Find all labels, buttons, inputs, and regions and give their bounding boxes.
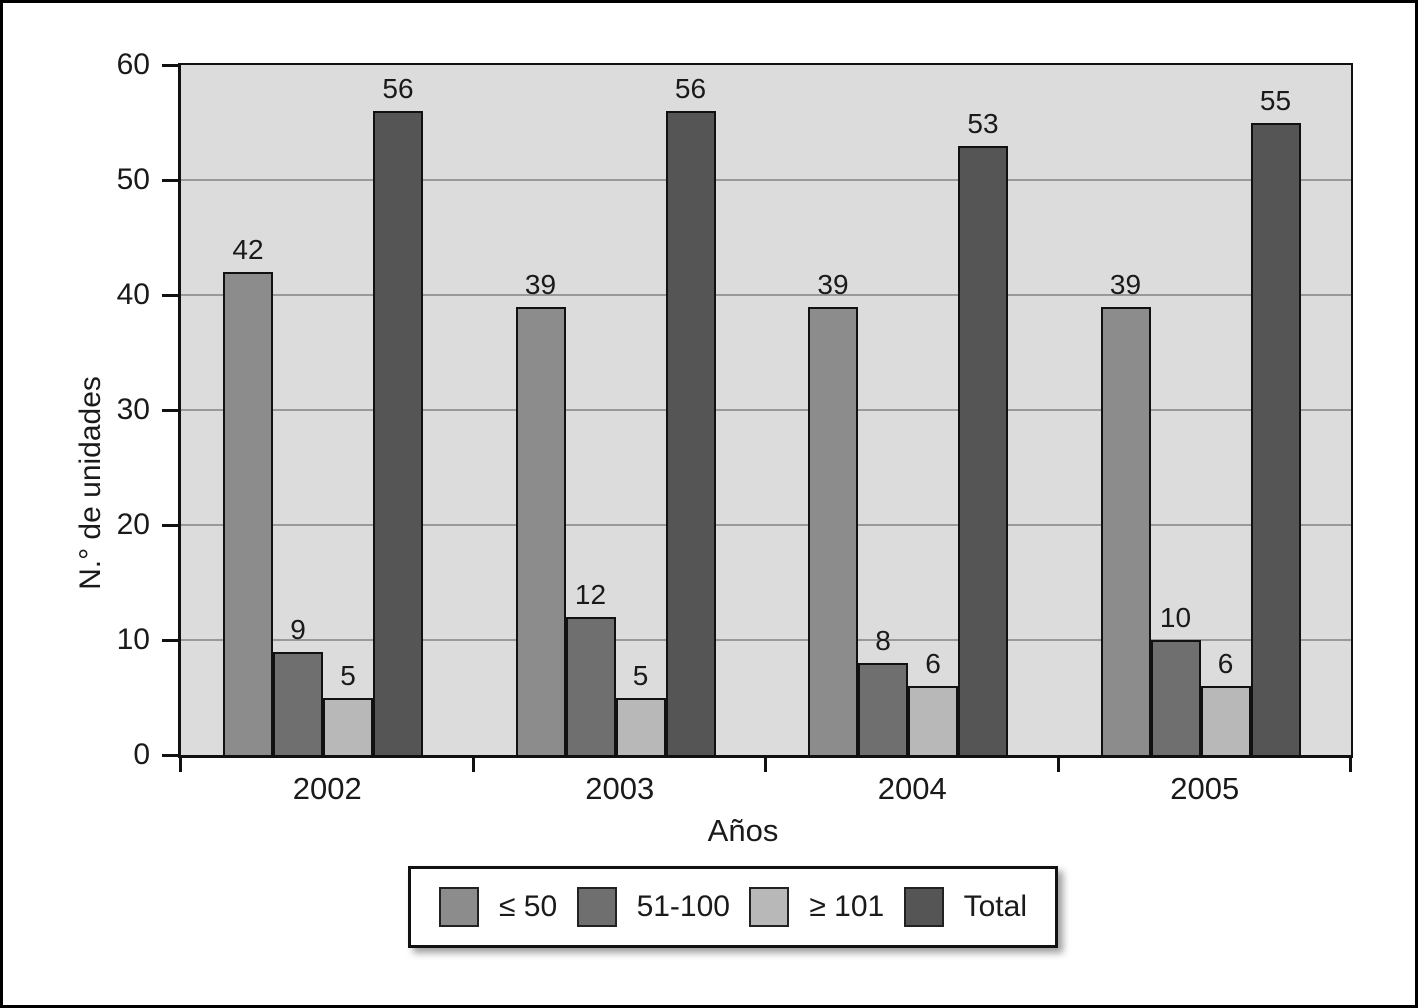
bar	[858, 663, 908, 755]
bar-value-label: 9	[290, 613, 306, 645]
y-tick-label: 50	[116, 163, 150, 196]
legend-item: Total	[903, 887, 1027, 927]
y-tick-label: 30	[116, 393, 150, 426]
y-tick-label: 60	[116, 48, 150, 81]
y-axis-tick	[162, 293, 181, 297]
bar	[615, 697, 666, 755]
bar	[665, 111, 716, 755]
x-category-label: 2002	[292, 771, 362, 806]
gridline	[181, 639, 1351, 641]
bar-value-label: 10	[1159, 602, 1192, 633]
bar-value-label: 5	[340, 659, 356, 691]
bar-value-label: 56	[382, 73, 414, 104]
bar-value-label: 6	[1217, 648, 1234, 679]
legend-swatch	[749, 887, 790, 927]
gridline	[181, 179, 1351, 181]
legend-label: 51-100	[636, 890, 730, 923]
y-axis-tick	[162, 178, 181, 182]
bar	[565, 617, 616, 755]
x-axis-tick	[179, 758, 182, 772]
bar-value-label: 8	[875, 625, 891, 656]
bar-value-label: 6	[925, 648, 941, 679]
bar	[323, 697, 373, 755]
legend-item: 51-100	[576, 887, 730, 927]
x-axis-tick	[764, 758, 767, 772]
bar-value-label: 39	[1109, 268, 1142, 300]
x-category-label: 2004	[877, 771, 947, 806]
x-axis-title: Años	[707, 813, 779, 848]
bar	[515, 306, 566, 755]
x-category-label: 2003	[585, 771, 655, 806]
y-tick-label: 0	[133, 738, 150, 771]
legend-item: ≤ 50	[439, 887, 557, 927]
bar	[1150, 640, 1201, 755]
bar-value-label: 55	[1259, 84, 1292, 116]
y-axis-tick	[162, 523, 181, 527]
legend-label: ≤ 50	[499, 890, 558, 923]
bar	[908, 686, 958, 755]
bar-value-label: 5	[632, 659, 649, 691]
legend-label: ≥ 101	[809, 890, 885, 923]
plot-area: 42 9 5 56 39 12 5 56 39 8 6 53 39 10 6 55	[178, 63, 1353, 758]
bar-value-label: 56	[674, 73, 707, 104]
bar-value-label: 39	[524, 268, 557, 300]
gridline	[181, 524, 1351, 526]
legend: ≤ 50 51-100 ≥ 101 Total	[408, 866, 1058, 948]
bar	[373, 111, 423, 755]
y-axis-tick	[162, 63, 181, 67]
legend-swatch	[576, 887, 617, 927]
legend-item: ≥ 101	[749, 887, 884, 927]
bar	[273, 651, 323, 755]
gridline	[181, 294, 1351, 296]
x-axis-tick	[1056, 758, 1060, 772]
y-axis-tick	[162, 638, 181, 642]
bar-value-label: 53	[967, 107, 999, 139]
x-axis-tick	[471, 758, 475, 772]
x-category-label: 2005	[1170, 771, 1240, 806]
legend-swatch	[903, 887, 944, 927]
y-axis-tick	[162, 408, 181, 412]
y-tick-label: 10	[116, 623, 150, 656]
bar	[958, 145, 1008, 755]
legend-label: Total	[963, 890, 1027, 923]
y-axis-tick	[162, 753, 181, 757]
bar	[808, 306, 858, 755]
bar	[1200, 686, 1251, 755]
bar-value-label: 42	[232, 234, 264, 265]
bar-value-label: 39	[817, 268, 849, 300]
bar	[1100, 306, 1151, 755]
y-tick-label: 40	[116, 278, 150, 311]
bar-value-label: 12	[574, 579, 607, 610]
bar	[223, 272, 273, 755]
gridline	[181, 409, 1351, 411]
bar	[1250, 122, 1301, 755]
legend-swatch	[439, 887, 479, 927]
x-axis-tick	[1349, 758, 1352, 772]
y-tick-label: 20	[116, 508, 150, 541]
